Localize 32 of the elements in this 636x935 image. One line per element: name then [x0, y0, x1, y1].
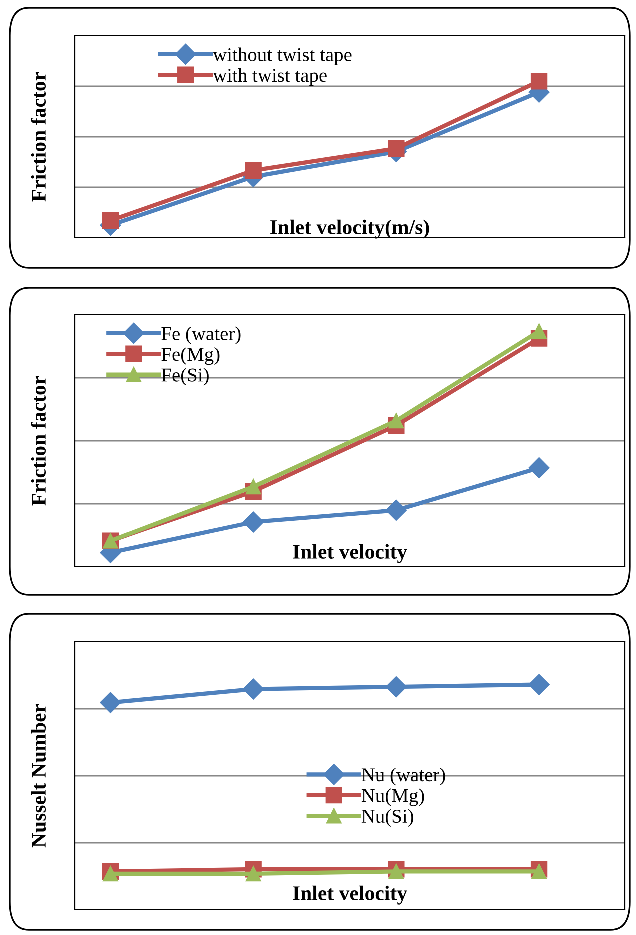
point: [100, 692, 122, 714]
legend-label: Nu(Mg): [362, 788, 424, 806]
x-axis-title: Inlet velocity: [293, 886, 408, 905]
point: [386, 676, 407, 698]
y-axis-title: Friction factor: [31, 376, 46, 506]
legend-label: Fe(Mg): [162, 347, 220, 366]
y-axis-title: Nusselt Number: [31, 704, 46, 848]
legend-label: Fe(Si): [162, 368, 209, 386]
point: [102, 212, 120, 230]
point: [528, 458, 550, 479]
legend-label: Nu (water): [362, 768, 446, 786]
y-axis-title: Friction factor: [31, 72, 46, 202]
point: [245, 162, 262, 179]
legend-label: with twist tape: [213, 68, 327, 86]
point: [530, 73, 548, 90]
point: [388, 413, 404, 429]
point: [103, 866, 118, 882]
x-axis-title: Inlet velocity: [293, 544, 408, 564]
point: [532, 864, 547, 880]
point: [528, 674, 550, 696]
point: [386, 500, 407, 521]
point: [388, 140, 405, 158]
legend-label: Fe (water): [162, 326, 241, 344]
point: [532, 324, 547, 340]
x-axis-title: Inlet velocity(m/s): [270, 220, 430, 239]
legend-label: Nu(Si): [362, 809, 414, 828]
legend-label: without twist tape: [213, 48, 352, 66]
point: [388, 864, 404, 880]
point: [246, 866, 262, 882]
point: [243, 512, 264, 533]
point: [243, 678, 264, 700]
point: [246, 479, 262, 495]
